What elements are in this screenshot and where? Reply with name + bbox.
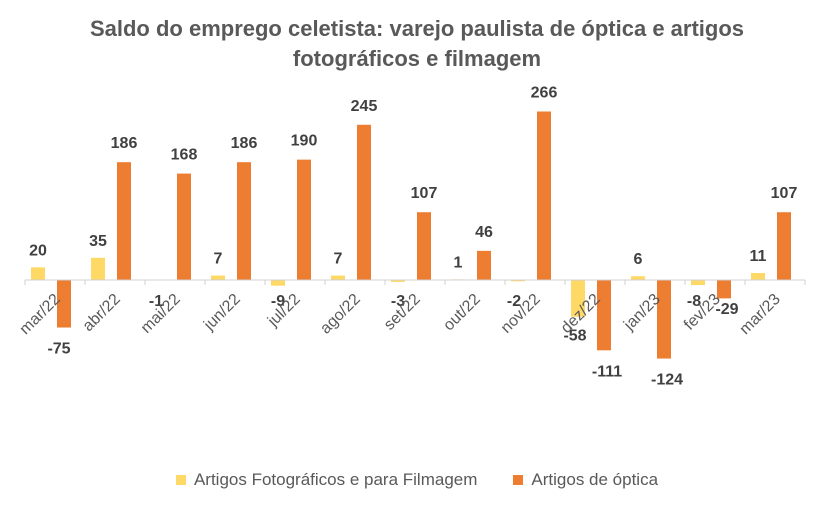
bar-optica-jun-22 [237,162,251,280]
data-label-fotograficos-out-22: 1 [454,254,463,271]
legend-label-optica: Artigos de óptica [531,470,659,489]
legend-swatch-fotograficos [175,475,186,485]
data-label-fotograficos-mar-23: 11 [750,248,767,265]
chart-title: Saldo do emprego celetista: varejo pauli… [0,14,834,74]
bar-optica-set-22 [417,212,431,280]
data-label-fotograficos-mar-22: 20 [29,242,47,259]
data-label-optica-fev-23: -29 [715,301,738,318]
x-tick-label-ago-22: ago/22 [317,291,364,338]
bar-optica-mar-23 [777,212,791,280]
data-label-optica-dez-22: -111 [592,363,622,380]
bar-fotograficos-set-22 [391,280,405,282]
chart-title-line-2: fotográficos e filmagem [292,46,542,71]
legend-label-fotograficos: Artigos Fotográficos e para Filmagem [193,470,478,489]
data-label-optica-nov-22: 266 [531,84,558,101]
data-label-fotograficos-dez-22: -58 [563,328,586,345]
bar-optica-dez-22 [597,280,611,351]
x-tick-label-mar-23: mar/23 [737,291,784,338]
bar-fotograficos-mar-23 [751,273,765,280]
chart-title-line-1: Saldo do emprego celetista: varejo pauli… [89,16,745,41]
bar-optica-fev-23 [717,280,731,299]
data-label-optica-out-22: 46 [475,224,493,241]
bar-fotograficos-jun-22 [211,275,225,280]
data-label-fotograficos-jun-22: 7 [214,251,223,268]
bar-fotograficos-jan-23 [631,276,645,280]
legend-item-fotograficos: Artigos Fotográficos e para Filmagem [175,470,478,490]
data-label-optica-mai-22: 168 [171,147,198,164]
data-label-optica-set-22: 107 [411,185,438,202]
data-label-fotograficos-abr-22: 35 [89,233,107,250]
x-tick-label-jun-22: jun/22 [200,291,244,335]
bar-fotograficos-fev-23 [691,280,705,286]
x-tick-label-abr-22: abr/22 [80,291,124,335]
bar-optica-mar-22 [57,280,71,328]
bar-fotograficos-nov-22 [511,280,525,282]
x-tick-label-out-22: out/22 [440,291,484,335]
bar-fotograficos-ago-22 [331,275,345,280]
bar-fotograficos-mar-22 [31,267,45,280]
data-label-fotograficos-fev-23: -8 [687,293,701,310]
data-label-fotograficos-set-22: -3 [391,293,405,310]
data-label-optica-mar-23: 107 [771,185,798,202]
bar-fotograficos-jul-22 [271,280,285,286]
legend-item-optica: Artigos de óptica [513,470,658,490]
data-label-optica-jan-23: -124 [651,372,683,389]
bar-fotograficos-abr-22 [91,257,105,280]
bar-optica-out-22 [477,250,491,280]
bar-optica-abr-22 [117,162,131,280]
legend-swatch-optica [513,475,524,485]
data-label-fotograficos-ago-22: 7 [334,251,343,268]
data-label-fotograficos-mai-22: -1 [149,293,163,310]
data-label-optica-jul-22: 190 [291,133,318,150]
data-label-optica-jun-22: 186 [231,135,258,152]
data-label-fotograficos-jul-22: -9 [271,293,285,310]
x-tick-label-mar-22: mar/22 [17,291,64,338]
chart-legend: Artigos Fotográficos e para Filmagem Art… [0,470,834,490]
data-label-fotograficos-nov-22: -2 [507,293,521,310]
data-label-optica-mar-22: -75 [47,341,70,358]
data-label-fotograficos-jan-23: 6 [634,251,643,268]
bar-optica-mai-22 [177,173,191,280]
bar-optica-ago-22 [357,124,371,280]
bar-optica-nov-22 [537,111,551,280]
bar-optica-jan-23 [657,280,671,359]
bar-optica-jul-22 [297,159,311,280]
bar-fotograficos-dez-22 [571,280,585,317]
data-label-optica-abr-22: 186 [111,135,138,152]
data-label-optica-ago-22: 245 [351,98,378,115]
